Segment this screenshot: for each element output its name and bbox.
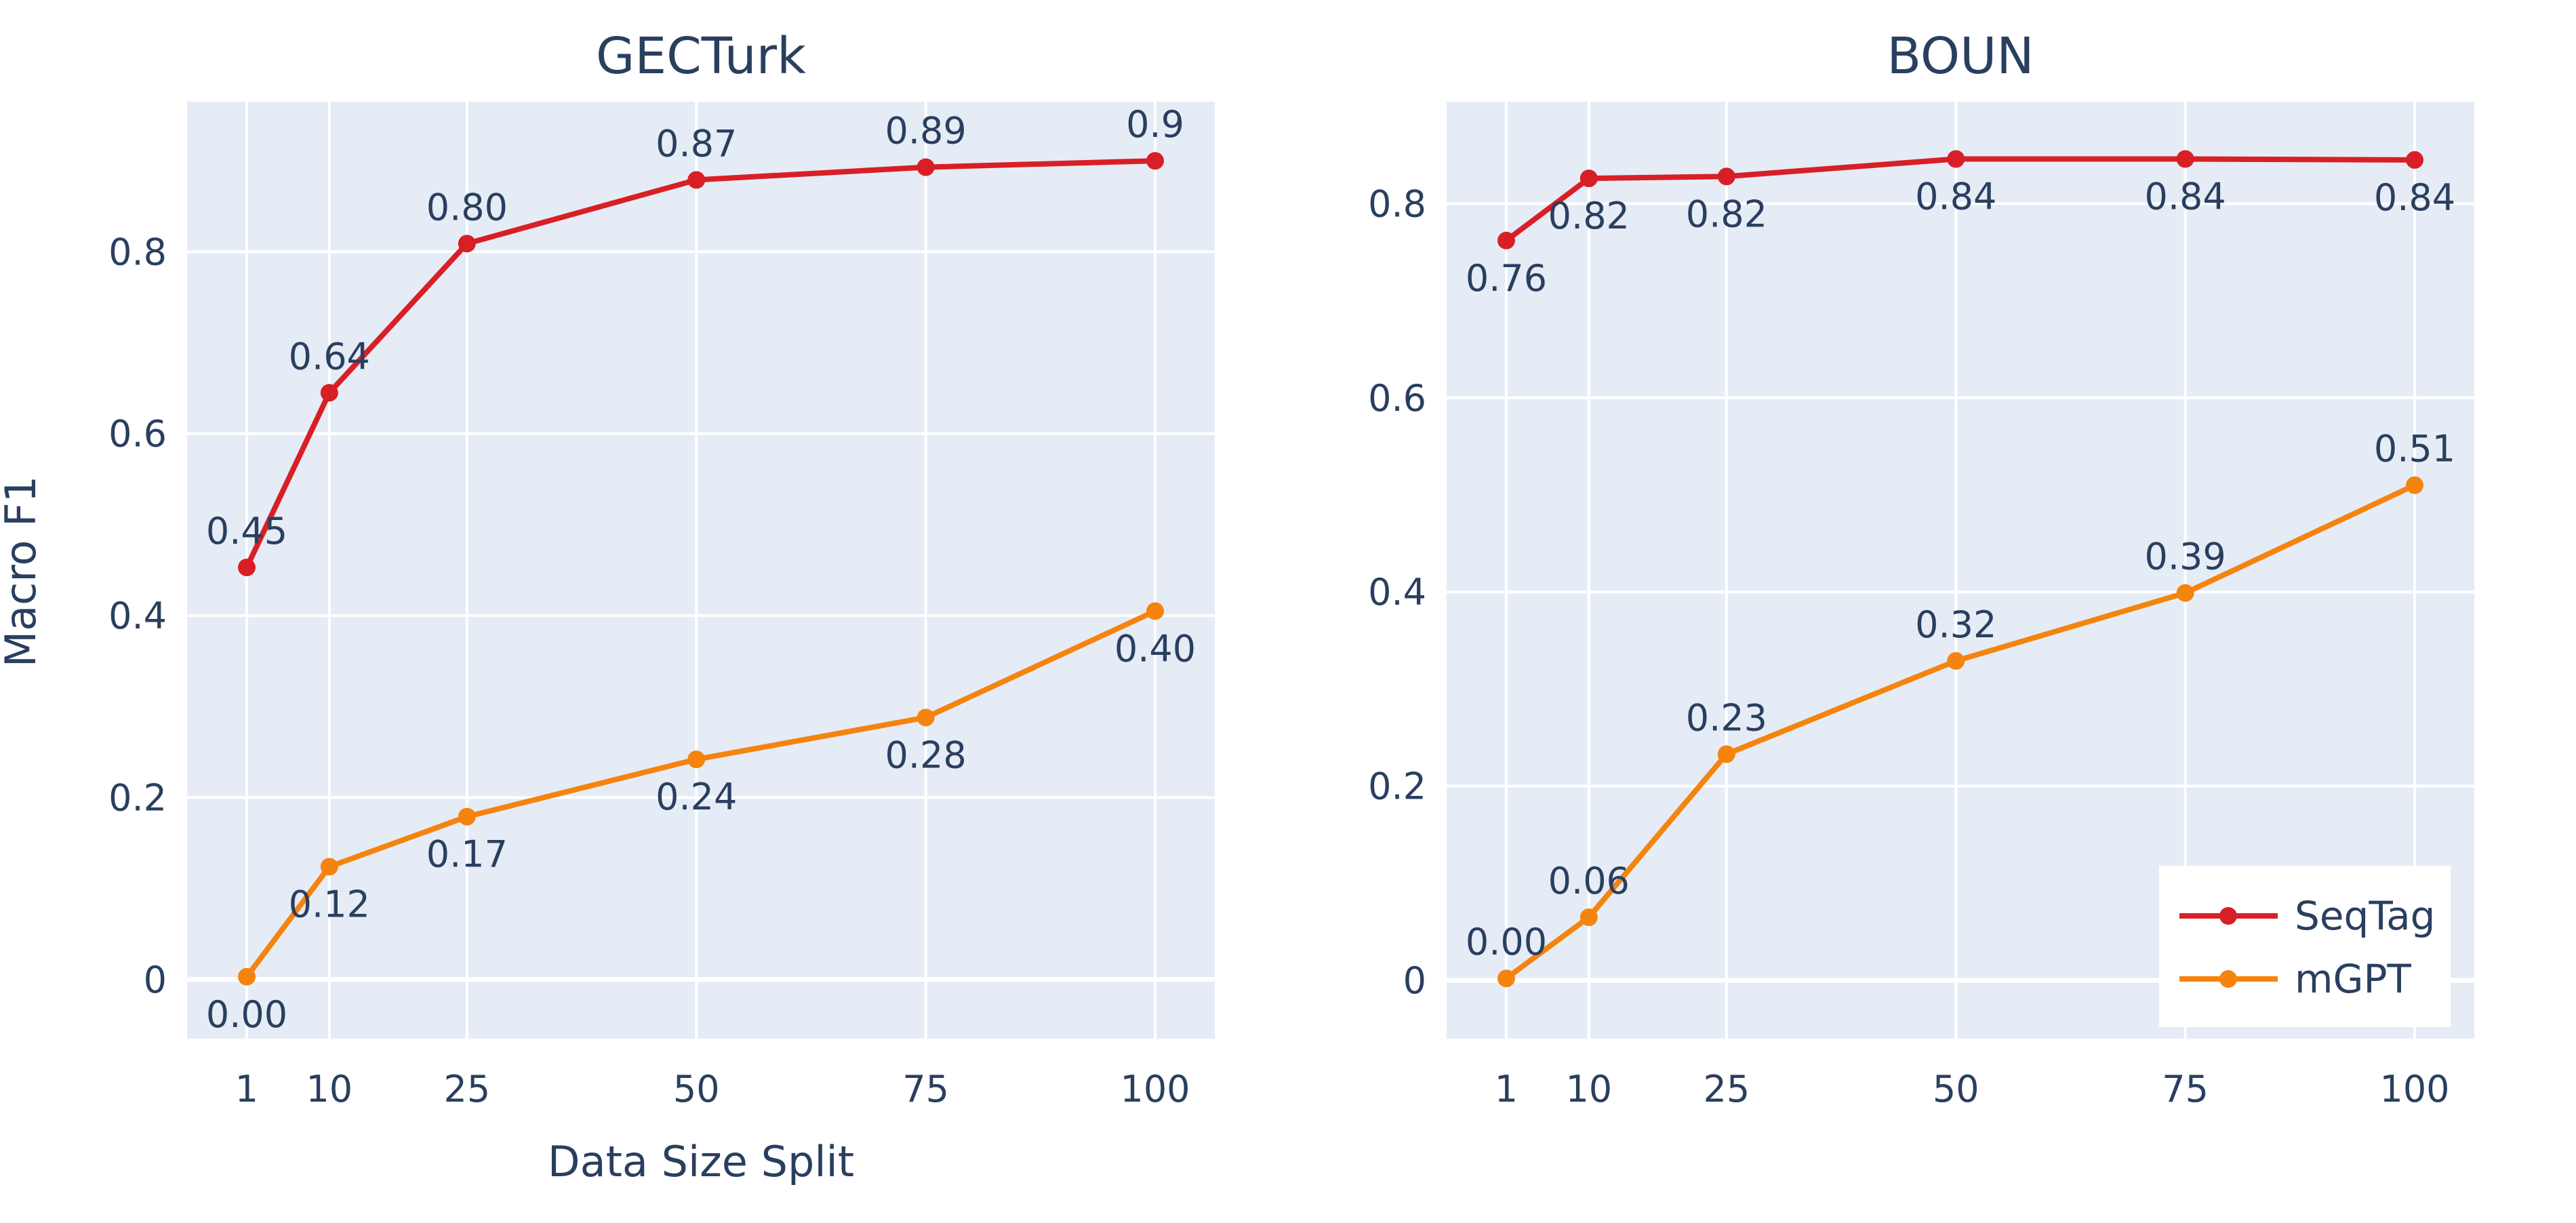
data-point-mgpt [917, 708, 935, 727]
data-label-mgpt: 0.06 [1548, 860, 1630, 902]
data-label-seqtag: 0.89 [885, 110, 967, 153]
data-label-seqtag: 0.64 [289, 335, 370, 378]
legend-item-seqtag[interactable]: SeqTag [2179, 893, 2436, 939]
y-tick-label: 0 [144, 959, 167, 1001]
legend-item-mgpt[interactable]: mGPT [2179, 956, 2411, 1002]
data-label-mgpt: 0.28 [885, 734, 967, 776]
data-label-mgpt: 0.40 [1114, 627, 1196, 670]
data-point-seqtag [2406, 151, 2424, 169]
y-axis-label: Macro F1 [0, 476, 45, 667]
data-point-mgpt [1947, 651, 1965, 670]
data-point-seqtag [1146, 152, 1165, 170]
plot-background [187, 102, 1215, 1039]
legend-marker-mgpt [2219, 970, 2237, 988]
data-label-mgpt: 0.00 [1466, 921, 1547, 963]
data-point-seqtag [1497, 231, 1515, 249]
series-line-seqtag [244, 158, 1156, 569]
subplot-title: GECTurk [596, 27, 806, 85]
y-tick-label: 0.8 [108, 230, 167, 273]
x-tick-label: 1 [235, 1068, 258, 1110]
subplot-title: BOUN [1887, 27, 2034, 85]
data-label-seqtag: 0.45 [206, 510, 287, 553]
y-tick-label: 0.2 [1368, 765, 1426, 808]
data-point-mgpt [237, 967, 256, 986]
series-line-mgpt [1504, 483, 2416, 981]
data-label-mgpt: 0.24 [656, 776, 737, 818]
data-point-seqtag [237, 558, 256, 576]
data-label-seqtag: 0.76 [1466, 257, 1547, 300]
data-label-mgpt: 0.32 [1915, 603, 1996, 646]
data-point-mgpt [2406, 476, 2424, 494]
data-label-seqtag: 0.84 [1915, 175, 1996, 218]
data-point-mgpt [1579, 908, 1598, 926]
subplot-gecturk: 1 10 25 50 75 100 0 0.2 0.4 0.6 0.8 GECTurk 0.45 0.64… [108, 27, 1215, 1110]
data-point-seqtag [2176, 150, 2194, 168]
data-label-mgpt: 0.39 [2145, 536, 2226, 578]
y-tick-label: 0.6 [1368, 377, 1426, 420]
data-point-mgpt [1497, 969, 1515, 988]
data-point-seqtag [1947, 150, 1965, 168]
series-line-seqtag [1504, 156, 2415, 243]
y-tick-label: 0.6 [108, 413, 167, 456]
x-tick-label: 10 [1565, 1068, 1612, 1110]
data-label-seqtag: 0.80 [426, 186, 508, 228]
y-tick-label: 0.8 [1368, 182, 1426, 225]
legend-label-seqtag: SeqTag [2295, 893, 2436, 939]
data-point-seqtag [1579, 169, 1598, 188]
y-tick-label: 0.4 [1368, 571, 1426, 614]
x-tick-label: 10 [306, 1068, 353, 1110]
data-label-seqtag: 0.82 [1548, 195, 1630, 237]
legend-box [2159, 866, 2451, 1027]
data-label-mgpt: 0.51 [2374, 428, 2455, 470]
data-point-mgpt [687, 750, 706, 769]
y-tick-label: 0 [1403, 959, 1426, 1002]
data-label-mgpt: 0.23 [1686, 696, 1767, 739]
x-tick-label: 75 [902, 1068, 949, 1110]
x-tick-label: 25 [1703, 1068, 1750, 1110]
data-label-seqtag: 0.82 [1686, 193, 1767, 235]
x-tick-label: 25 [443, 1068, 490, 1110]
x-tick-label: 50 [1933, 1068, 1979, 1110]
data-label-seqtag: 0.84 [2145, 175, 2226, 218]
x-tick-label: 75 [2162, 1068, 2209, 1110]
legend-marker-seqtag [2219, 907, 2237, 925]
x-tick-label: 100 [2379, 1068, 2449, 1110]
x-tick-label: 50 [673, 1068, 720, 1110]
legend: SeqTag mGPT [2159, 866, 2451, 1027]
data-label-seqtag: 0.87 [656, 122, 737, 165]
data-label-seqtag: 0.9 [1126, 103, 1184, 146]
data-point-mgpt [1146, 602, 1165, 620]
data-label-mgpt: 0.12 [289, 883, 370, 925]
data-point-mgpt [1717, 745, 1735, 763]
data-point-mgpt [2176, 584, 2194, 602]
data-point-seqtag [917, 158, 935, 176]
data-point-mgpt [320, 858, 338, 876]
data-label-seqtag: 0.84 [2374, 176, 2455, 219]
x-tick-label: 1 [1495, 1068, 1518, 1110]
x-axis-label: Data Size Split [548, 1137, 854, 1186]
data-label-mgpt: 0.17 [426, 833, 508, 876]
y-tick-label: 0.4 [108, 595, 167, 637]
legend-label-mgpt: mGPT [2295, 956, 2411, 1002]
data-point-seqtag [1717, 167, 1735, 186]
y-tick-label: 0.2 [108, 776, 167, 819]
data-label-mgpt: 0.00 [206, 993, 287, 1036]
data-point-seqtag [320, 384, 338, 402]
data-point-seqtag [687, 171, 706, 189]
data-point-mgpt [458, 807, 476, 826]
data-point-seqtag [458, 235, 476, 253]
series-line-mgpt [244, 608, 1156, 979]
x-tick-label: 100 [1120, 1068, 1190, 1110]
